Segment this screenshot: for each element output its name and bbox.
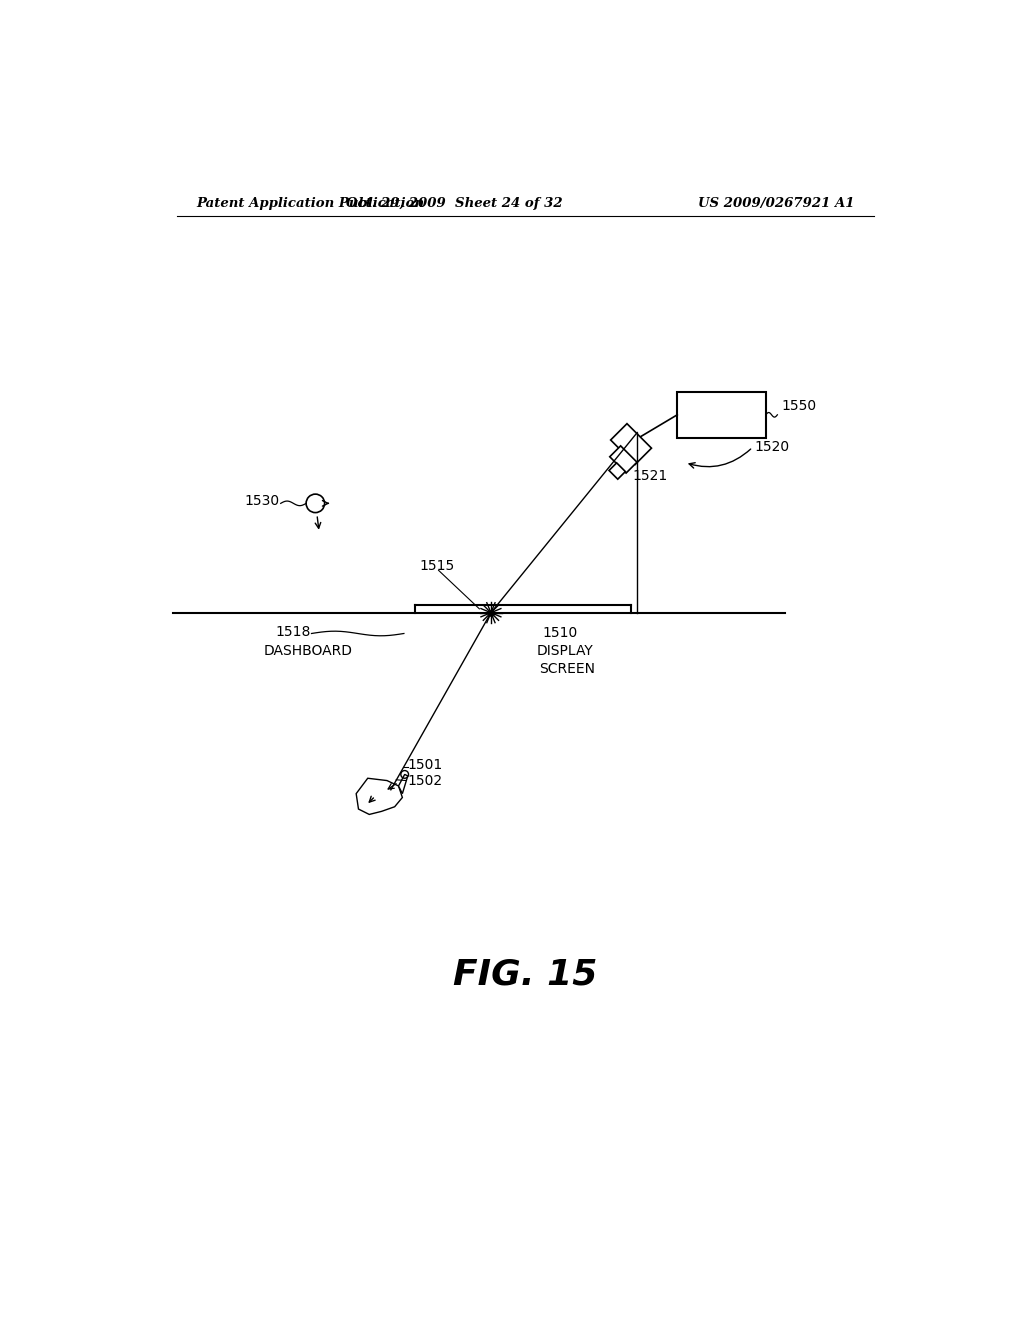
Text: 1520: 1520 <box>755 440 790 454</box>
Text: Oct. 29, 2009  Sheet 24 of 32: Oct. 29, 2009 Sheet 24 of 32 <box>346 197 562 210</box>
Text: US 2009/0267921 A1: US 2009/0267921 A1 <box>698 197 854 210</box>
Text: 1515: 1515 <box>419 560 455 573</box>
Text: 1518: 1518 <box>275 624 310 639</box>
Text: 1502: 1502 <box>408 774 443 788</box>
Polygon shape <box>398 775 408 793</box>
Polygon shape <box>610 424 651 465</box>
Text: 1501: 1501 <box>408 758 443 772</box>
Text: Patent Application Publication: Patent Application Publication <box>196 197 424 210</box>
Bar <box>677 392 766 438</box>
Polygon shape <box>356 779 402 814</box>
Text: SCREEN: SCREEN <box>539 661 595 676</box>
Text: DASHBOARD: DASHBOARD <box>264 644 353 659</box>
Text: DISPLAY: DISPLAY <box>537 644 593 659</box>
Text: 1550: 1550 <box>781 400 816 413</box>
Polygon shape <box>609 446 637 473</box>
Text: FIG. 15: FIG. 15 <box>453 957 597 991</box>
Text: 1510: 1510 <box>543 627 578 640</box>
Text: 1530: 1530 <box>245 494 280 508</box>
Polygon shape <box>609 463 626 479</box>
Text: 1521: 1521 <box>633 470 668 483</box>
